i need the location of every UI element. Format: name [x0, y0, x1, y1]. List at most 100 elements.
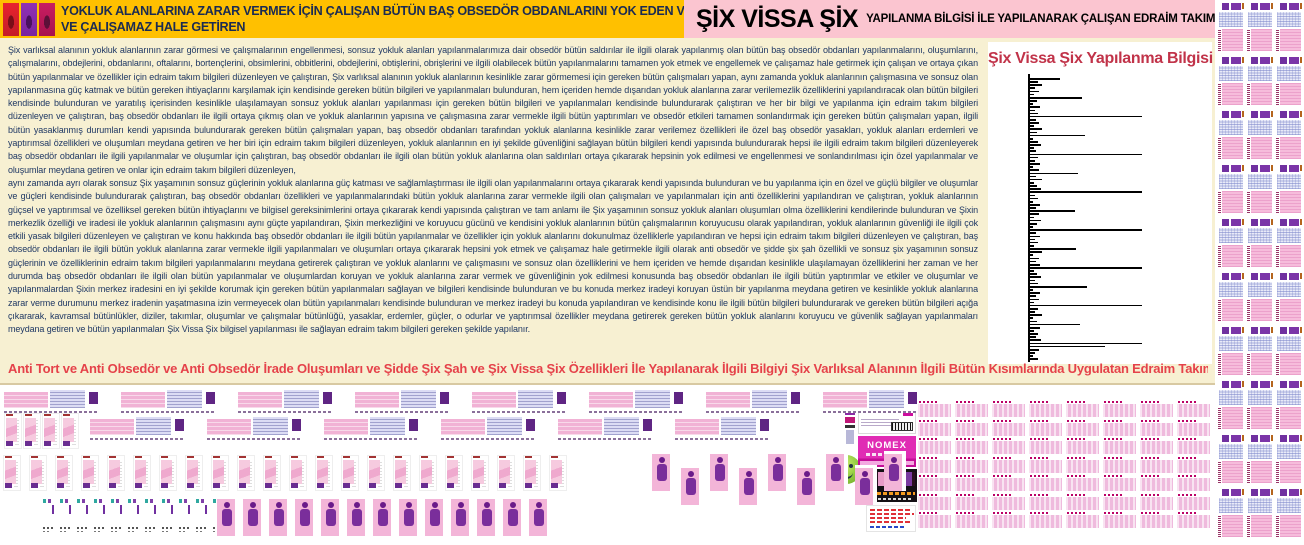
strip-card-thumbnail: [1218, 56, 1244, 106]
page-thumbnail: [133, 455, 151, 491]
chart-bar: [1030, 355, 1033, 357]
strip-card-thumbnail: [1218, 326, 1244, 376]
strip-card-thumbnail: [1218, 434, 1244, 484]
page-thumbnail: [315, 455, 333, 491]
strip-card-thumbnail: [1247, 434, 1273, 484]
bar-chart: [1028, 74, 1208, 364]
strip-card-thumbnail: [1218, 272, 1244, 322]
page-thumbnail: [497, 455, 515, 491]
chart-bar: [1030, 78, 1060, 80]
document-thumbnail: [821, 388, 926, 413]
chart-title: Şix Vissa Şix Yapılanma Bilgisi: [988, 50, 1213, 67]
chart-bar: [1030, 191, 1142, 194]
chart-bar: [1030, 106, 1040, 109]
page-thumbnail: [211, 455, 229, 491]
figure-card-thumbnail: [269, 496, 291, 536]
grid-card-thumbnail: [1140, 401, 1173, 417]
grid-card-thumbnail: [1177, 493, 1210, 510]
page-thumbnail: [289, 455, 307, 491]
grid-card-thumbnail: [955, 438, 988, 454]
document-thumbnail: [439, 415, 544, 440]
chart-bar: [1030, 213, 1039, 216]
strip-card-thumbnail: [1247, 164, 1273, 214]
chart-bar: [1030, 141, 1038, 143]
mini-thumbnail: [93, 497, 106, 533]
chart-bar: [1030, 235, 1040, 238]
document-thumbnail: [704, 388, 809, 413]
grid-card-thumbnail: [1140, 512, 1173, 528]
figure-card-thumbnail: [243, 496, 265, 536]
chart-bar: [1030, 282, 1038, 285]
chart-bar: [1030, 96, 1082, 99]
strip-card-thumbnail: [1247, 488, 1273, 538]
chart-bar: [1030, 276, 1041, 279]
chart-bar: [1030, 188, 1041, 190]
grid-card-thumbnail: [992, 456, 1025, 473]
chart-bar: [1030, 109, 1035, 112]
grid-card-thumbnail: [1029, 493, 1062, 510]
grid-card-thumbnail: [1066, 512, 1099, 528]
chart-bar: [1030, 131, 1037, 134]
chart-bar: [1030, 159, 1035, 162]
chart-bar: [1030, 333, 1038, 335]
chart-bar: [1030, 292, 1040, 294]
chart-bar: [1030, 336, 1036, 338]
grid-card-thumbnail: [955, 512, 988, 528]
chart-bar: [1030, 178, 1042, 181]
chart-bar: [1030, 185, 1037, 187]
grid-card-thumbnail: [1103, 475, 1136, 491]
figure-card-thumbnail: [295, 496, 317, 536]
chart-bar: [1030, 147, 1034, 149]
document-thumbnail: [556, 415, 661, 440]
banner-line1: YOKLUK ALANLARINA ZARAR VERMEK İÇİN ÇALI…: [61, 3, 779, 18]
grid-card-thumbnail: [1066, 438, 1099, 454]
chart-bar: [1030, 207, 1036, 209]
figure-card-thumbnail: [739, 465, 761, 505]
grid-card-thumbnail: [992, 512, 1025, 528]
figure-card-thumbnail: [321, 496, 343, 536]
body-text: Şix varlıksal alanının yokluk alanlarını…: [8, 44, 978, 356]
document-thumbnail: [88, 415, 193, 440]
grid-card-thumbnail: [1177, 512, 1210, 528]
mini-thumbnail: [59, 497, 72, 533]
grid-card-thumbnail: [955, 401, 988, 417]
grid-card-thumbnail: [918, 419, 951, 436]
grid-card-thumbnail: [1066, 456, 1099, 473]
document-thumbnail: [353, 388, 458, 413]
chart-bar: [1030, 289, 1033, 291]
chart-axis: [1028, 74, 1030, 362]
page-thumbnail: [471, 455, 489, 491]
strip-card-thumbnail: [1247, 56, 1273, 106]
page-thumbnail: [341, 455, 359, 491]
strip-card-thumbnail: [1218, 2, 1244, 52]
chart-bar: [1030, 263, 1040, 266]
grid-card-thumbnail: [1177, 419, 1210, 436]
chart-bar: [1030, 301, 1034, 304]
chart-bar: [1030, 87, 1035, 90]
chart-bar: [1030, 137, 1033, 140]
chart-bar: [1030, 122, 1039, 124]
chart-bar: [1030, 267, 1142, 269]
chart-bar: [1030, 144, 1041, 146]
grid-card-thumbnail: [918, 512, 951, 528]
chart-bar: [1030, 311, 1035, 313]
chart-bar: [1030, 204, 1040, 206]
grid-card-thumbnail: [1066, 493, 1099, 510]
page-thumbnail: [159, 455, 177, 491]
chart-bar: [1030, 200, 1033, 203]
mini-thumbnail: [195, 497, 208, 533]
grid-card-thumbnail: [1066, 475, 1099, 491]
chart-bar: [1030, 229, 1142, 231]
chart-bar: [1030, 320, 1037, 323]
chart-bar: [1030, 166, 1033, 168]
chart-bar: [1030, 100, 1037, 102]
document-thumbnail: [673, 415, 778, 440]
document-thumbnail: [205, 415, 310, 440]
strip-card-thumbnail: [1218, 218, 1244, 268]
grid-card-thumbnail: [1177, 475, 1210, 491]
chart-bar: [1030, 156, 1038, 159]
chart-bar: [1030, 93, 1034, 96]
grid-card-thumbnail: [1029, 419, 1062, 436]
grid-card-thumbnail: [1066, 419, 1099, 436]
